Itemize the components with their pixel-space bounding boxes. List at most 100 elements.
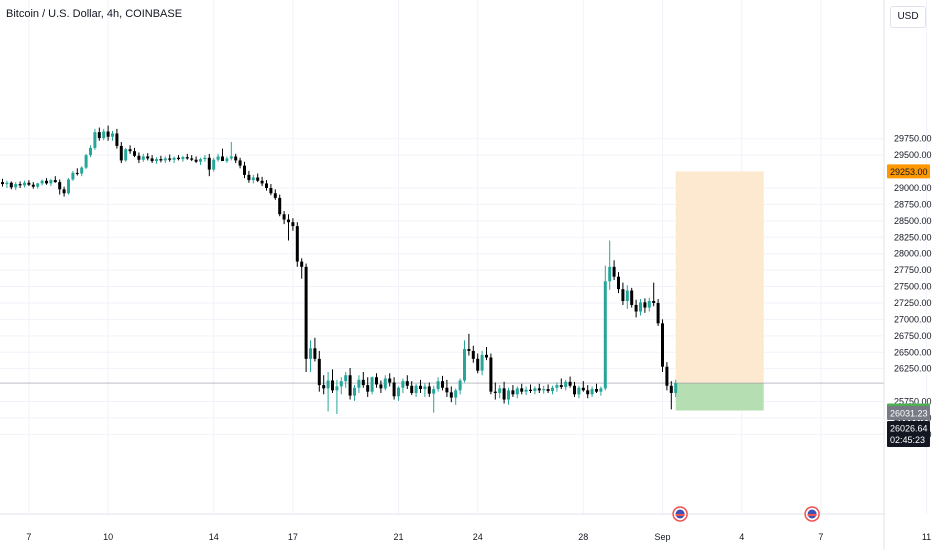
candle <box>489 353 493 395</box>
candle-body <box>647 301 651 308</box>
candle <box>542 385 546 394</box>
candle <box>304 263 308 372</box>
event-flag-icon <box>804 506 820 522</box>
candle-body <box>436 381 440 390</box>
candle-body <box>106 131 110 137</box>
candle-body <box>128 149 132 152</box>
candle-body <box>454 390 458 398</box>
x-tick-label: 7 <box>818 532 823 542</box>
candle <box>71 170 75 181</box>
candle-body <box>656 302 660 324</box>
candle-body <box>5 182 9 185</box>
candle-body <box>14 184 18 188</box>
candle-body <box>630 290 634 305</box>
candle-body <box>445 387 449 393</box>
candle-body <box>537 388 541 391</box>
candle-body <box>449 392 453 398</box>
candle-body <box>137 155 141 160</box>
candle <box>498 385 502 399</box>
candle-body <box>67 179 70 194</box>
stop-zone <box>675 383 764 411</box>
candle-body <box>344 375 348 382</box>
candle-body <box>115 133 119 146</box>
candle-body <box>405 381 409 386</box>
candle <box>251 174 255 184</box>
candle <box>357 375 361 393</box>
candle <box>269 184 273 196</box>
candle <box>625 285 629 309</box>
candle-body <box>304 266 308 359</box>
candle <box>212 157 216 172</box>
candle-body <box>23 182 26 186</box>
candle <box>190 155 194 162</box>
candle <box>49 178 53 187</box>
candle-body <box>441 381 444 388</box>
candle <box>203 155 207 162</box>
candle <box>568 376 572 388</box>
candle <box>669 381 673 410</box>
candle <box>137 152 141 164</box>
candle <box>388 373 392 387</box>
candle-body <box>256 177 260 181</box>
candle <box>80 166 84 177</box>
candle <box>661 319 664 372</box>
y-tick-label: 29500.00 <box>894 150 932 160</box>
candle-body <box>190 158 194 160</box>
candle <box>564 379 568 391</box>
candle-body <box>251 177 255 181</box>
candle-body <box>564 381 568 388</box>
candle <box>31 182 35 189</box>
candle-body <box>163 158 167 161</box>
candle-body <box>493 391 497 393</box>
candle-body <box>392 382 396 397</box>
candle-body <box>498 388 502 393</box>
candle <box>414 383 418 397</box>
candle <box>75 168 79 176</box>
candle <box>243 161 246 179</box>
candle <box>260 176 264 187</box>
candle <box>18 181 22 188</box>
candle-body <box>194 159 198 162</box>
candle-body <box>291 222 295 227</box>
candle <box>612 260 616 280</box>
x-tick-label: 28 <box>578 532 588 542</box>
candle <box>295 222 299 267</box>
candle <box>5 180 9 188</box>
candle <box>423 383 427 397</box>
candle-body <box>612 266 616 277</box>
candle-body <box>581 387 585 391</box>
x-tick-label: 21 <box>393 532 403 542</box>
candle-body <box>520 388 524 392</box>
candle <box>458 378 462 395</box>
candle-body <box>546 389 550 392</box>
candle-body <box>603 281 607 389</box>
candle-body <box>370 377 374 392</box>
candle <box>551 385 554 395</box>
currency-selector[interactable]: USD <box>890 6 926 28</box>
candle-body <box>590 389 594 395</box>
y-tick-label: 26500.00 <box>894 347 932 357</box>
candle <box>467 333 471 356</box>
candle <box>445 379 449 397</box>
x-tick-label: 4 <box>739 532 744 542</box>
candle <box>520 383 524 395</box>
candle-body <box>273 193 277 198</box>
candle-body <box>375 377 378 385</box>
candle-body <box>353 387 356 396</box>
candle-body <box>331 380 334 391</box>
candle-body <box>80 167 84 174</box>
candle <box>383 375 387 391</box>
candle-body <box>1 182 4 185</box>
candle <box>639 299 642 316</box>
candle-body <box>595 389 598 392</box>
candle-body <box>84 155 88 168</box>
candle <box>67 178 70 195</box>
candle-body <box>485 354 488 358</box>
candle <box>300 258 304 279</box>
candle-body <box>212 159 216 170</box>
candle-body <box>185 157 189 159</box>
candle-body <box>463 348 466 381</box>
candle-body <box>529 389 532 392</box>
candle-body <box>309 348 312 359</box>
